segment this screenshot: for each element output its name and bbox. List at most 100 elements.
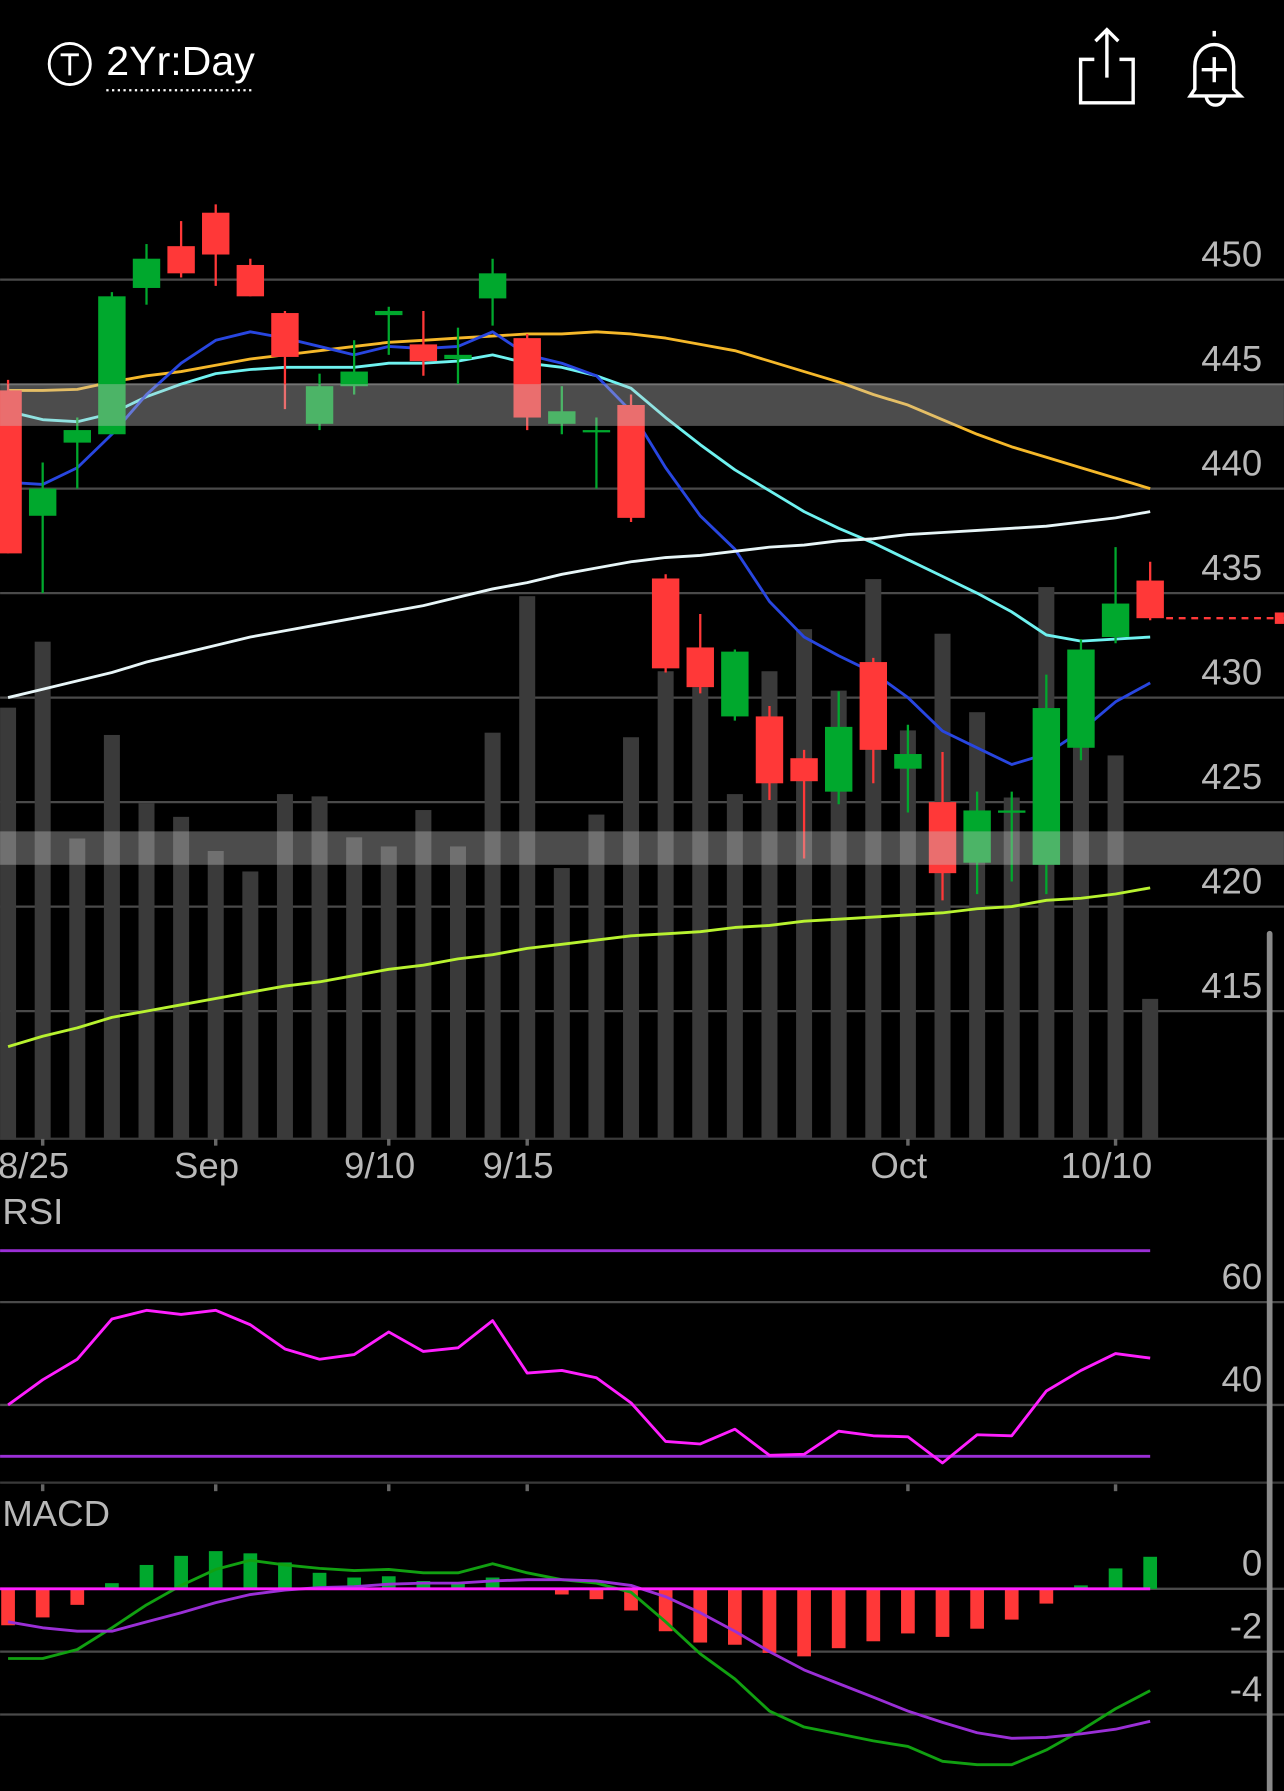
candle-body	[236, 264, 265, 297]
volume-bar	[346, 837, 363, 1139]
histogram-bar	[381, 1576, 396, 1589]
histogram-bar	[1, 1588, 15, 1626]
candle-body	[0, 390, 22, 554]
x-tick-label: 9/10	[344, 1145, 415, 1186]
x-tick-label: 9/15	[482, 1145, 553, 1186]
volume-bar	[588, 814, 605, 1139]
candle-body	[375, 310, 403, 316]
y-tick-label: 445	[1201, 338, 1262, 379]
y-tick-label: -2	[1230, 1605, 1263, 1646]
histogram-bar	[970, 1588, 984, 1629]
histogram-bar	[139, 1564, 154, 1589]
volume-bar	[726, 794, 743, 1139]
candle-body	[1136, 580, 1164, 619]
candle-body	[409, 344, 438, 362]
volume-bar	[657, 671, 674, 1139]
ticker-icon[interactable]	[47, 41, 92, 86]
alert-button[interactable]	[1187, 30, 1245, 107]
bell-clapper	[1204, 95, 1227, 107]
volume-bar	[311, 796, 328, 1139]
histogram-bar	[1074, 1585, 1088, 1589]
candle-body	[513, 338, 541, 418]
histogram-bar	[70, 1588, 85, 1605]
volume-bar	[969, 712, 986, 1139]
histogram-bar	[935, 1588, 950, 1637]
indicator-line	[7, 510, 1151, 699]
candle-body	[651, 578, 680, 669]
volume-bar	[138, 803, 155, 1139]
volume-bar	[519, 596, 536, 1139]
histogram-bar	[451, 1583, 465, 1589]
volume-bar	[553, 868, 570, 1139]
volume-bar	[692, 687, 709, 1139]
y-tick-label: 450	[1201, 233, 1262, 274]
histogram-bar	[1108, 1568, 1123, 1589]
scrollbar[interactable]	[1266, 930, 1273, 1791]
volume-bar	[103, 734, 120, 1139]
volume-bar	[34, 641, 51, 1139]
histogram-bar	[728, 1588, 742, 1645]
histogram-bar	[1004, 1588, 1019, 1620]
x-tick-label: 8/25	[0, 1145, 69, 1186]
volume-bar	[242, 871, 259, 1139]
ticker-icon-glyph	[60, 53, 79, 76]
candle-body	[548, 411, 576, 424]
candle-body	[1067, 649, 1095, 748]
candle-body	[617, 405, 645, 518]
volume-bar	[415, 810, 432, 1139]
histogram-bar	[866, 1588, 881, 1642]
indicator-line	[7, 886, 1151, 1048]
histogram-bar	[174, 1555, 188, 1589]
panel-title: RSI	[2, 1191, 63, 1232]
candle-body	[340, 371, 368, 387]
candle-body	[998, 810, 1026, 813]
candle-body	[721, 651, 749, 717]
volume-bar	[1142, 998, 1159, 1139]
volume-bar	[449, 846, 466, 1139]
header: 2Yr:Day	[47, 27, 1245, 107]
histogram-bar	[35, 1588, 50, 1618]
indicator-line	[7, 330, 1151, 766]
volume-bar	[830, 690, 847, 1139]
candle-body	[790, 758, 818, 782]
indicator-line	[7, 1308, 1151, 1465]
y-tick-label: 415	[1201, 965, 1262, 1006]
y-tick-label: 425	[1201, 756, 1262, 797]
share-button[interactable]	[1078, 27, 1135, 105]
candle-body	[28, 488, 57, 516]
x-tick-label: Sep	[174, 1145, 239, 1186]
y-tick-label: 60	[1222, 1256, 1263, 1297]
histogram-bar	[485, 1577, 500, 1589]
indicator-line	[7, 353, 1151, 643]
histogram-bar	[762, 1588, 777, 1653]
volume-bar	[207, 850, 224, 1139]
y-tick-label: 420	[1201, 860, 1262, 901]
candle-body	[582, 430, 611, 433]
histogram-bar	[243, 1553, 258, 1589]
candle-body	[271, 313, 299, 357]
volume-bar	[796, 629, 813, 1139]
candle-body	[928, 802, 957, 874]
price-band	[0, 384, 1284, 426]
candle-body	[963, 810, 991, 863]
candle-body	[63, 430, 91, 443]
plot-layer: 415 420 425 430 435 440 445 450 8/25 Sep 9/10 9/15 O…	[0, 204, 1284, 1767]
timeframe-selector[interactable]: 2Yr:Day	[106, 38, 255, 84]
histogram-bar	[278, 1562, 292, 1589]
volume-bar	[276, 794, 293, 1139]
price-band	[0, 831, 1284, 865]
histogram-bar	[347, 1577, 362, 1589]
histogram-bar	[1039, 1588, 1054, 1604]
histogram-bar	[312, 1572, 327, 1589]
indicator-line	[7, 1578, 1151, 1740]
bell	[1187, 42, 1245, 98]
histogram-bar	[831, 1588, 846, 1649]
share-arrow	[1094, 27, 1120, 78]
volume-bar	[173, 816, 190, 1139]
candle-body	[1101, 603, 1130, 637]
candle-body	[478, 273, 507, 299]
y-tick-label: -4	[1230, 1668, 1263, 1709]
candle-body	[686, 647, 714, 688]
